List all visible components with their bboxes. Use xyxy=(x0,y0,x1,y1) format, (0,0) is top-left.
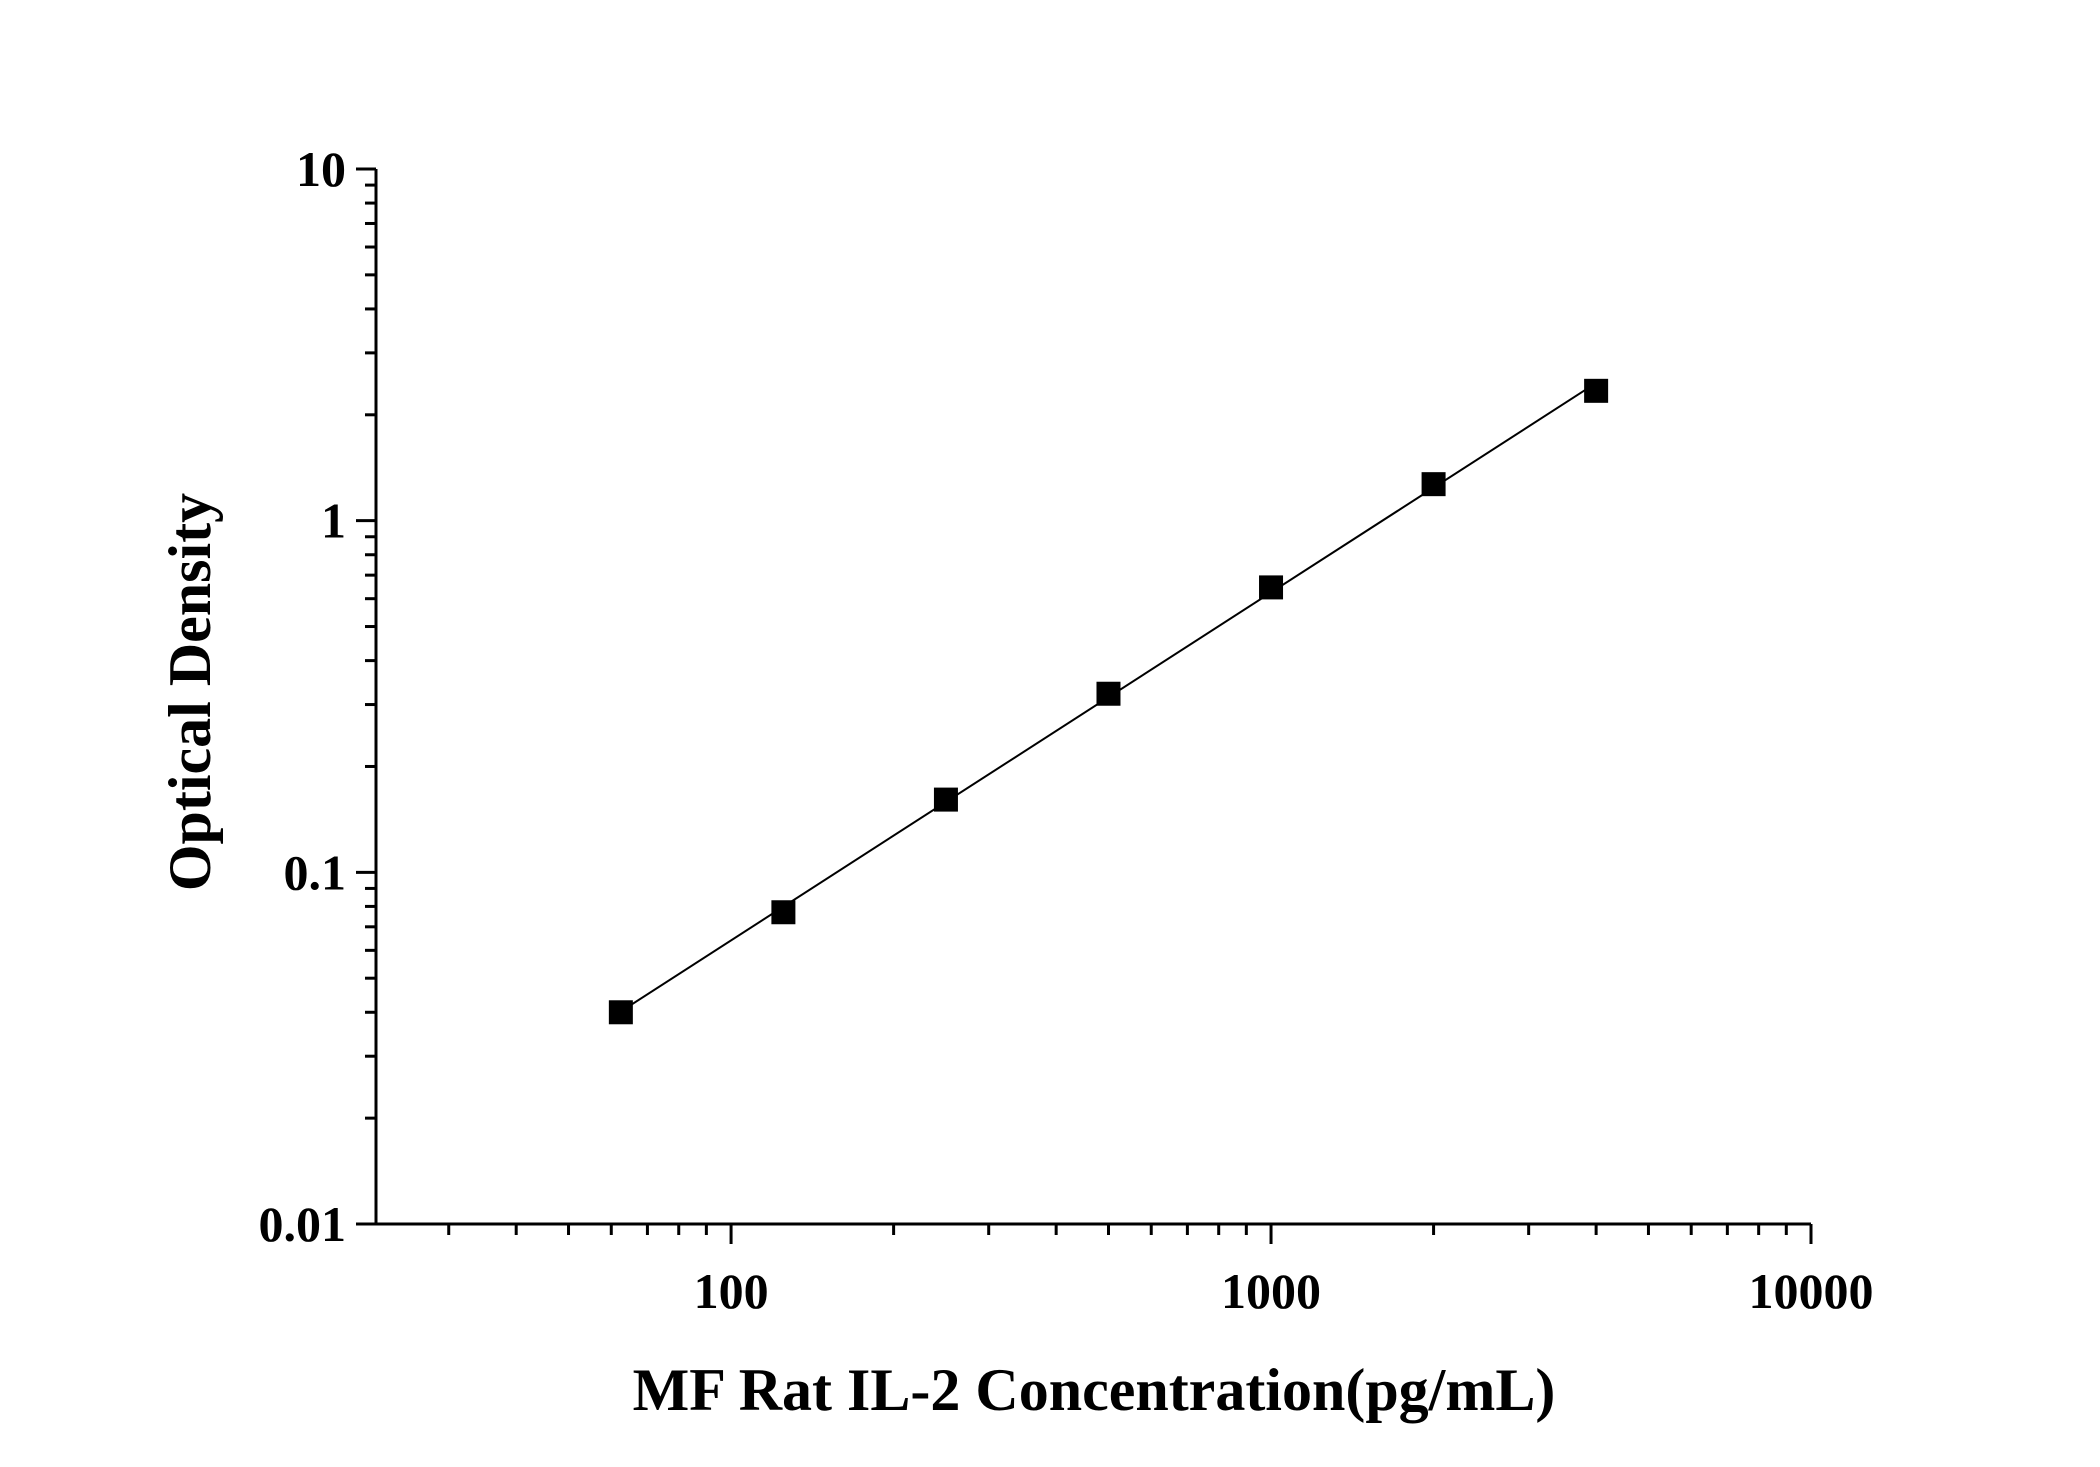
x-tick-label: 10000 xyxy=(1749,1263,1874,1319)
y-tick-label: 1 xyxy=(321,493,346,549)
data-point xyxy=(608,1000,633,1025)
data-point xyxy=(933,787,958,812)
y-axis-title: Optical Density xyxy=(157,493,223,891)
series-layer xyxy=(608,378,1609,1025)
data-point xyxy=(1096,681,1121,706)
x-tick-label: 1000 xyxy=(1221,1263,1321,1319)
data-point xyxy=(1421,472,1446,497)
x-axis-title: MF Rat IL-2 Concentration(pg/mL) xyxy=(633,1357,1556,1423)
data-point xyxy=(1259,575,1284,600)
x-tick-label: 100 xyxy=(694,1263,769,1319)
data-point xyxy=(1584,378,1609,403)
data-point xyxy=(771,900,796,925)
y-tick-label: 0.1 xyxy=(284,844,347,900)
tick-labels: 0.01 0.1 1 10 100 1000 10000 xyxy=(259,141,1874,1319)
y-tick-label: 0.01 xyxy=(259,1196,347,1252)
axes xyxy=(374,169,1811,1226)
y-tick-label: 10 xyxy=(296,141,346,197)
ticks xyxy=(356,167,1813,1244)
